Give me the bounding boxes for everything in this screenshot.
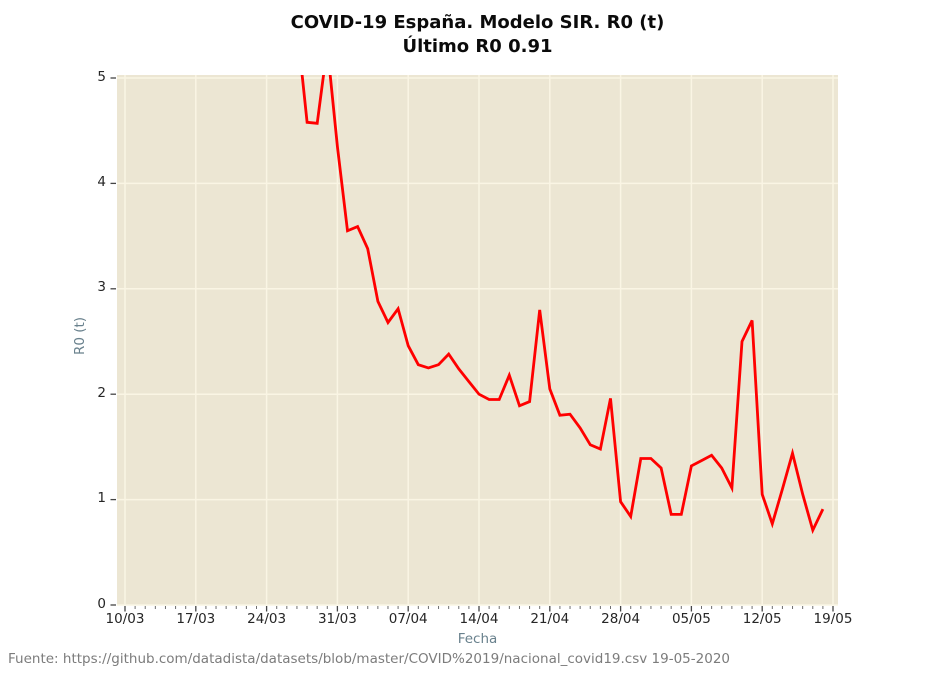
x-tick-label: 28/04	[601, 611, 641, 627]
y-axis-title: R0 (t)	[72, 316, 88, 356]
x-tick-label: 19/05	[813, 611, 853, 627]
source-caption: Fuente: https://github.com/datadista/dat…	[8, 651, 730, 667]
chart-title: COVID-19 España. Modelo SIR. R0 (t)	[290, 12, 665, 33]
x-tick-label: 17/03	[176, 611, 216, 627]
x-axis-title: Fecha	[457, 631, 498, 647]
axis-ticks	[110, 77, 834, 612]
x-tick-label: 31/03	[317, 611, 357, 627]
y-tick-label: 3	[97, 279, 106, 296]
chart-title-block: COVID-19 España. Modelo SIR. R0 (t) Últi…	[117, 11, 838, 59]
x-tick-label: 21/04	[530, 611, 570, 627]
r0-series-line	[300, 75, 825, 535]
y-tick-label: 4	[97, 173, 106, 190]
y-tick-label: 5	[97, 68, 106, 85]
x-tick-label: 12/05	[742, 611, 782, 627]
x-tick-label: 14/04	[459, 611, 499, 627]
y-tick-label: 1	[97, 490, 106, 507]
plot-background	[117, 75, 838, 605]
y-tick-label: 2	[97, 384, 106, 401]
y-tick-label: 0	[97, 595, 106, 612]
x-tick-label: 24/03	[247, 611, 287, 627]
x-tick-label: 07/04	[388, 611, 428, 627]
x-tick-label: 10/03	[105, 611, 145, 627]
chart-subtitle: Último R0 0.91	[402, 36, 553, 57]
x-tick-label: 05/05	[671, 611, 711, 627]
